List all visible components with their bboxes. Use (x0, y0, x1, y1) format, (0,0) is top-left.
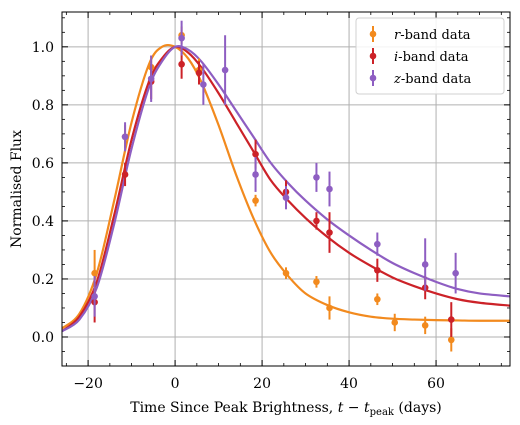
z-band-data-point (313, 174, 320, 181)
i-band-data-point (447, 316, 455, 323)
i-band-data-point (252, 150, 259, 158)
r-band-data-point (252, 197, 259, 204)
i-band-data-point (326, 229, 333, 236)
r-band-legend-marker (369, 30, 377, 38)
x-tick-label: 60 (427, 376, 445, 392)
z-band-data-point (200, 81, 207, 88)
x-axis-label: Time Since Peak Brightness, t − tpeak (d… (130, 400, 442, 418)
x-tick-label: 0 (171, 376, 180, 392)
tick-labels: −20 0 20 40 60 0.0 0.2 0.4 0.6 0.8 1.0 (32, 40, 445, 392)
r-band-data-point (91, 269, 98, 277)
y-tick-label: 0.0 (32, 330, 54, 346)
r-band-data-point (421, 322, 429, 329)
z-band-model-curve (62, 45, 510, 333)
z-band-data-point (221, 66, 229, 74)
z-band-data-point (374, 240, 381, 248)
z-band-data-point (326, 185, 333, 193)
y-axis-label: Normalised Flux (9, 130, 25, 248)
r-band-data-point (374, 295, 381, 303)
legend-box (355, 17, 505, 95)
i-band-model-curve (62, 45, 510, 333)
axis-ticks (62, 12, 510, 367)
i-band-legend-label: i-band data (394, 50, 469, 65)
r-band-model-curve (62, 43, 510, 330)
z-band-data-point (421, 261, 429, 268)
i-band-legend-marker (369, 52, 377, 60)
i-band-data-point (374, 266, 381, 274)
y-tick-label: 0.6 (32, 156, 54, 172)
data-points (91, 20, 459, 352)
z-band-data-point (147, 75, 155, 83)
i-band-data-point (195, 69, 203, 77)
legend: r-band data i-band data z-band data (355, 17, 505, 95)
z-band-data-point (121, 133, 129, 141)
model-curves (62, 43, 510, 333)
z-band-data-point (282, 194, 290, 202)
z-band-data-point (452, 269, 459, 277)
x-tick-label: 20 (253, 376, 271, 392)
z-band-data-point (178, 34, 185, 42)
i-band-data-point (121, 171, 129, 178)
r-band-data-point (282, 269, 290, 277)
z-band-legend-marker (369, 74, 377, 82)
r-band-data-point (326, 304, 333, 312)
x-tick-label: 40 (340, 376, 358, 392)
x-tick-label: −20 (73, 376, 103, 392)
grid-lines (62, 12, 510, 366)
z-band-data-point (252, 171, 259, 178)
i-band-data-point (178, 60, 185, 68)
z-band-legend-label: z-band data (393, 72, 471, 87)
r-band-data-point (447, 336, 455, 344)
y-tick-label: 0.4 (32, 214, 54, 230)
y-tick-label: 1.0 (32, 40, 54, 56)
y-tick-label: 0.2 (32, 272, 54, 288)
r-band-data-point (391, 319, 399, 326)
r-band-legend-label: r-band data (394, 28, 471, 43)
plot-frame (61, 11, 511, 367)
r-band-data-point (313, 278, 320, 286)
i-band-data-point (313, 217, 320, 225)
z-band-data-point (91, 293, 98, 300)
y-tick-label: 0.8 (32, 98, 54, 114)
